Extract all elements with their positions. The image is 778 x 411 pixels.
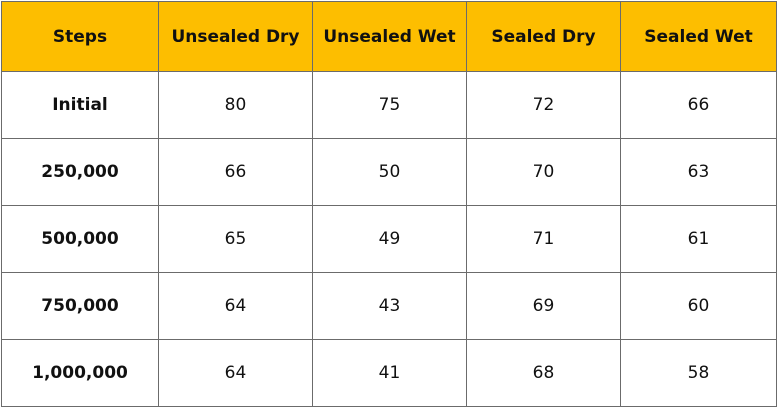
row-label: Initial [1, 71, 159, 139]
row-label: 1,000,000 [1, 339, 159, 407]
table-cell: 66 [158, 138, 313, 206]
table-cell: 66 [620, 71, 777, 139]
table-cell: 43 [312, 272, 467, 340]
row-label: 250,000 [1, 138, 159, 206]
table-body: Initial 80 75 72 66 250,000 66 50 70 63 500,000 65 4… [1, 71, 777, 407]
header-cell: Unsealed Wet [312, 1, 467, 72]
table-row: 1,000,000 64 41 68 58 [1, 339, 777, 407]
table-cell: 80 [158, 71, 313, 139]
header-cell: Unsealed Dry [158, 1, 313, 72]
table-cell: 70 [466, 138, 621, 206]
header-row: Steps Unsealed Dry Unsealed Wet Sealed Dry S… [1, 1, 777, 72]
table-cell: 49 [312, 205, 467, 273]
table-header: Steps Unsealed Dry Unsealed Wet Sealed Dry S… [1, 1, 777, 72]
table-cell: 41 [312, 339, 467, 407]
header-cell: Sealed Dry [466, 1, 621, 72]
table-cell: 58 [620, 339, 777, 407]
table-cell: 64 [158, 272, 313, 340]
table-cell: 68 [466, 339, 621, 407]
table-row: 750,000 64 43 69 60 [1, 272, 777, 340]
header-cell: Sealed Wet [620, 1, 777, 72]
table-cell: 69 [466, 272, 621, 340]
table-row: Initial 80 75 72 66 [1, 71, 777, 139]
table-row: 500,000 65 49 71 61 [1, 205, 777, 273]
table-cell: 72 [466, 71, 621, 139]
table-cell: 61 [620, 205, 777, 273]
header-cell: Steps [1, 1, 159, 72]
table-cell: 75 [312, 71, 467, 139]
table-cell: 65 [158, 205, 313, 273]
table-row: 250,000 66 50 70 63 [1, 138, 777, 206]
table-cell: 50 [312, 138, 467, 206]
row-label: 750,000 [1, 272, 159, 340]
table-cell: 63 [620, 138, 777, 206]
row-label: 500,000 [1, 205, 159, 273]
table-cell: 60 [620, 272, 777, 340]
table-cell: 64 [158, 339, 313, 407]
table-cell: 71 [466, 205, 621, 273]
